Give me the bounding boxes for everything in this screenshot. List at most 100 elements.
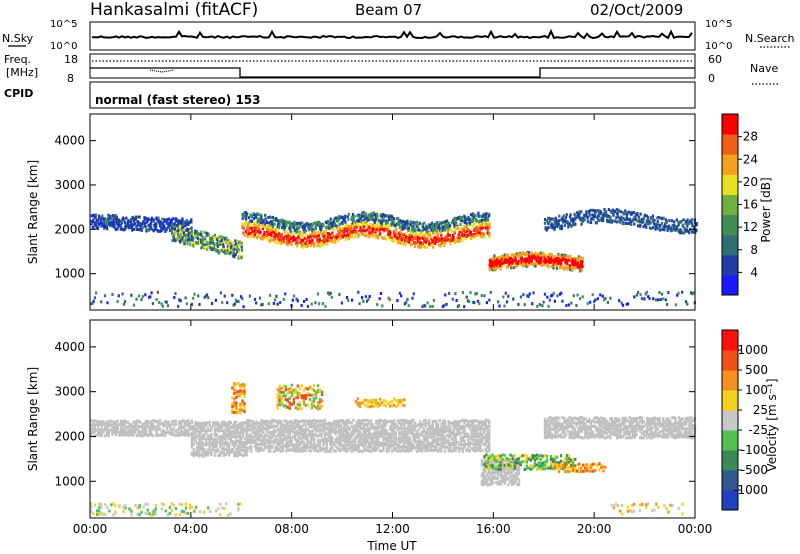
power-cell [291, 224, 294, 228]
power-cell [429, 242, 432, 246]
power-cell [362, 219, 365, 223]
velocity-cell [424, 449, 427, 453]
velocity-cell [410, 421, 413, 425]
power-cell [551, 226, 555, 230]
power-cell [358, 233, 361, 237]
power-cell [352, 225, 355, 229]
power-cell [255, 222, 258, 226]
velocity-cell [201, 429, 204, 433]
power-cell [272, 230, 275, 234]
power-cell [171, 218, 174, 222]
power-cell [418, 239, 421, 243]
velocity-cell [118, 430, 121, 434]
velocity-cell [415, 444, 419, 447]
velocity-cell [426, 436, 429, 440]
velocity-cell [383, 441, 387, 445]
power-cell [256, 220, 259, 224]
velocity-cell [302, 432, 306, 436]
power-cell [656, 216, 659, 220]
velocity-cell [227, 435, 231, 439]
power-cell [206, 247, 209, 251]
velocity-cell [422, 422, 426, 426]
velocity-cell [114, 428, 118, 431]
velocity-cell [206, 448, 210, 452]
velocity-cell [279, 438, 283, 442]
velocity-cell [265, 422, 269, 426]
velocity-cell [313, 422, 316, 426]
power-cell [471, 217, 474, 221]
velocity-cell [334, 425, 337, 429]
power-cell [110, 223, 113, 227]
velocity-cell [285, 430, 288, 434]
velocity-cell [199, 437, 203, 441]
velocity-cell [176, 428, 179, 432]
power-cell [471, 214, 474, 218]
velocity-cell [396, 446, 399, 450]
power-cell [170, 226, 173, 230]
power-cell [504, 255, 507, 259]
power-cell [320, 231, 323, 235]
velocity-cell [391, 428, 394, 432]
power-cell [561, 299, 564, 303]
power-cell [407, 226, 410, 230]
power-cell [284, 221, 287, 225]
power-cell [371, 234, 374, 238]
power-cell [377, 233, 380, 237]
velocity-cell [331, 428, 334, 432]
power-cell [338, 231, 341, 235]
velocity-cell [382, 427, 385, 431]
power-cell [667, 291, 670, 294]
power-cell [463, 305, 466, 309]
power-cell [491, 257, 494, 261]
velocity-cell [231, 435, 234, 439]
power-cell [249, 221, 252, 225]
velocity-cell [375, 421, 378, 425]
velocity-cell [141, 430, 144, 434]
velocity-cell [132, 430, 135, 434]
power-cell [444, 293, 447, 297]
power-cell [558, 254, 561, 257]
velocity-cell [403, 421, 406, 425]
power-cell [153, 223, 156, 227]
velocity-cell [436, 449, 440, 453]
power-cell [274, 298, 277, 302]
velocity-cell [251, 422, 254, 426]
power-cell [273, 218, 276, 221]
power-cell [258, 223, 261, 227]
velocity-cell [364, 428, 367, 431]
power-cell [363, 225, 366, 229]
power-cell [486, 222, 489, 226]
power-cell [430, 228, 433, 232]
power-cell [559, 262, 562, 265]
power-cell [115, 220, 118, 224]
velocity-cell [231, 429, 234, 433]
velocity-cell [346, 418, 350, 422]
velocity-cell [394, 447, 397, 450]
power-cell [686, 302, 689, 306]
power-cell [461, 239, 464, 243]
power-cell [373, 227, 376, 231]
power-cell [524, 257, 527, 261]
power-cell [333, 217, 336, 221]
power-cell [276, 237, 279, 241]
velocity-cell [279, 445, 283, 449]
velocity-cell [249, 424, 253, 428]
power-cell [223, 294, 226, 298]
velocity-cell [325, 438, 329, 441]
power-cell [180, 235, 183, 239]
power-cell [390, 238, 393, 242]
power-cell [477, 231, 480, 234]
power-cell [320, 239, 323, 243]
velocity-cell [311, 421, 314, 425]
velocity-cell [243, 450, 247, 454]
power-cell [263, 233, 266, 237]
power-cell [259, 213, 262, 217]
velocity-cell [435, 430, 438, 434]
power-cell [624, 221, 628, 225]
power-cell [321, 302, 325, 306]
power-cell [687, 229, 690, 233]
velocity-cell [375, 436, 378, 440]
velocity-cell [201, 441, 204, 444]
velocity-cell [410, 419, 413, 423]
power-cell [193, 243, 197, 247]
